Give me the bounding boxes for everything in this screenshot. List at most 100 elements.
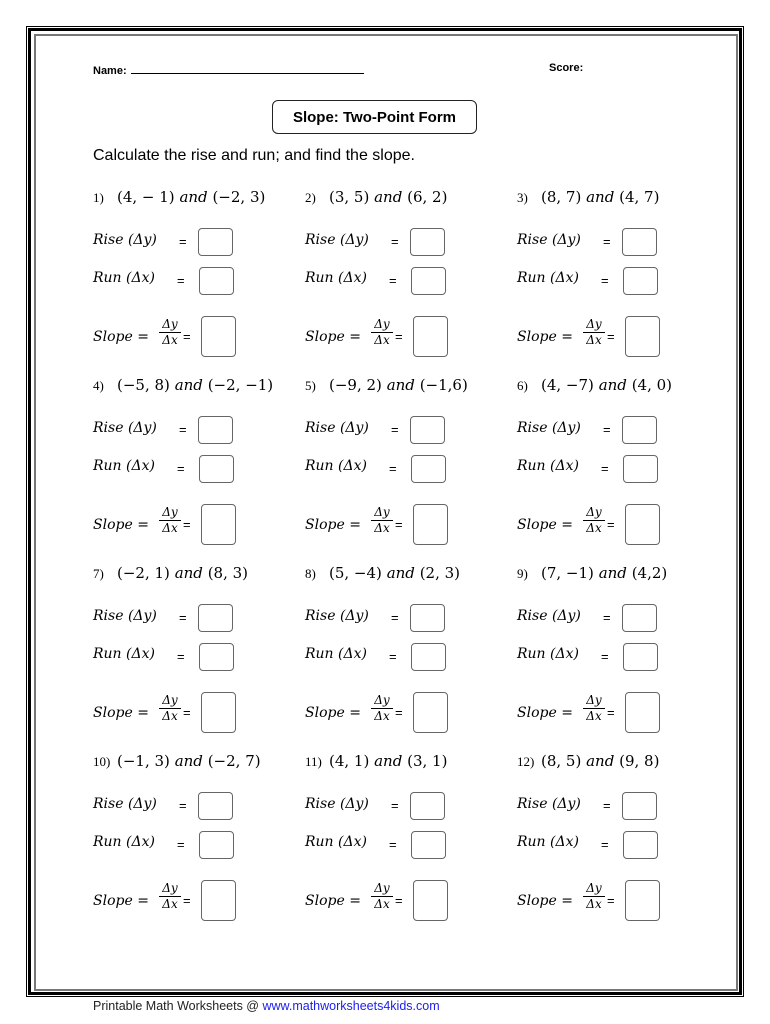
rise-label: Rise (Δy)	[305, 608, 369, 624]
slope-answer-box[interactable]	[413, 316, 448, 357]
fraction-denominator: Δx	[586, 521, 602, 535]
name-line[interactable]	[130, 62, 364, 74]
rise-answer-box[interactable]	[198, 604, 233, 632]
slope-answer-box[interactable]	[201, 316, 236, 357]
slope-equals: =	[395, 329, 403, 344]
run-label: Run (Δx)	[305, 646, 367, 662]
rise-answer-box[interactable]	[198, 792, 233, 820]
slope-fraction: Δy Δx	[371, 317, 393, 347]
rise-equals: =	[391, 422, 399, 437]
run-label: Run (Δx)	[305, 458, 367, 474]
run-answer-box[interactable]	[623, 455, 658, 483]
slope-answer-box[interactable]	[201, 692, 236, 733]
rise-label: Rise (Δy)	[517, 608, 581, 624]
rise-label: Rise (Δy)	[305, 232, 369, 248]
and-word: and	[386, 564, 415, 582]
rise-answer-box[interactable]	[622, 228, 657, 256]
name-field[interactable]: Name:	[93, 62, 364, 77]
run-label: Run (Δx)	[93, 270, 155, 286]
slope-fraction: Δy Δx	[371, 881, 393, 911]
point-2: (9, 8)	[619, 752, 660, 770]
run-answer-box[interactable]	[411, 267, 446, 295]
run-answer-box[interactable]	[411, 831, 446, 859]
slope-answer-box[interactable]	[625, 692, 660, 733]
and-word: and	[586, 752, 615, 770]
fraction-denominator: Δx	[374, 333, 390, 347]
page-border-inner	[34, 34, 738, 991]
fraction-numerator: Δy	[583, 693, 605, 709]
rise-answer-box[interactable]	[410, 604, 445, 632]
run-answer-box[interactable]	[411, 643, 446, 671]
rise-label: Rise (Δy)	[305, 796, 369, 812]
point-2: (3, 1)	[407, 752, 448, 770]
problem-number: 7)	[93, 566, 104, 581]
run-equals: =	[177, 649, 185, 664]
footer-link[interactable]: www.mathworksheets4kids.com	[262, 999, 440, 1013]
rise-equals: =	[391, 798, 399, 813]
run-answer-box[interactable]	[411, 455, 446, 483]
rise-equals: =	[391, 234, 399, 249]
instructions: Calculate the rise and run; and find the…	[93, 147, 415, 164]
run-answer-box[interactable]	[199, 831, 234, 859]
problem-points: (−5, 8) and (−2, −1)	[117, 376, 273, 394]
slope-equals: =	[607, 329, 615, 344]
point-2: (−1,6)	[419, 376, 468, 394]
run-answer-box[interactable]	[199, 643, 234, 671]
point-1: (−5, 8)	[117, 376, 170, 394]
run-answer-box[interactable]	[623, 643, 658, 671]
problem-3: 3) (8, 7) and (4, 7) Rise (Δy) = Run (Δx…	[517, 184, 729, 372]
and-word: and	[598, 376, 627, 394]
problem-4: 4) (−5, 8) and (−2, −1) Rise (Δy) = Run …	[93, 372, 305, 560]
slope-answer-box[interactable]	[625, 880, 660, 921]
slope-answer-box[interactable]	[413, 504, 448, 545]
run-answer-box[interactable]	[199, 267, 234, 295]
page-border	[28, 28, 742, 995]
run-answer-box[interactable]	[623, 267, 658, 295]
problem-8: 8) (5, −4) and (2, 3) Rise (Δy) = Run (Δ…	[305, 560, 517, 748]
problem-number: 6)	[517, 378, 528, 393]
slope-answer-box[interactable]	[625, 316, 660, 357]
problem-1: 1) (4, − 1) and (−2, 3) Rise (Δy) = Run …	[93, 184, 305, 372]
fraction-numerator: Δy	[583, 505, 605, 521]
fraction-denominator: Δx	[374, 897, 390, 911]
problem-number: 2)	[305, 190, 316, 205]
slope-label: Slope =	[305, 329, 361, 345]
rise-answer-box[interactable]	[622, 792, 657, 820]
problem-10: 10) (−1, 3) and (−2, 7) Rise (Δy) = Run …	[93, 748, 305, 936]
slope-answer-box[interactable]	[201, 880, 236, 921]
slope-answer-box[interactable]	[625, 504, 660, 545]
point-2: (−2, 7)	[207, 752, 261, 770]
problem-points: (3, 5) and (6, 2)	[329, 188, 447, 206]
and-word: and	[174, 564, 203, 582]
footer: Printable Math Worksheets @ www.mathwork…	[93, 999, 440, 1013]
and-word: and	[586, 188, 615, 206]
run-equals: =	[177, 837, 185, 852]
rise-answer-box[interactable]	[198, 228, 233, 256]
point-1: (−1, 3)	[117, 752, 170, 770]
problem-6: 6) (4, −7) and (4, 0) Rise (Δy) = Run (Δ…	[517, 372, 729, 560]
slope-equals: =	[607, 517, 615, 532]
slope-answer-box[interactable]	[413, 692, 448, 733]
slope-answer-box[interactable]	[201, 504, 236, 545]
rise-answer-box[interactable]	[410, 416, 445, 444]
run-label: Run (Δx)	[517, 458, 579, 474]
rise-answer-box[interactable]	[622, 416, 657, 444]
rise-answer-box[interactable]	[410, 792, 445, 820]
problem-grid: 1) (4, − 1) and (−2, 3) Rise (Δy) = Run …	[93, 184, 729, 936]
slope-answer-box[interactable]	[413, 880, 448, 921]
slope-equals: =	[395, 705, 403, 720]
run-label: Run (Δx)	[517, 270, 579, 286]
slope-equals: =	[395, 517, 403, 532]
rise-equals: =	[179, 798, 187, 813]
run-equals: =	[601, 273, 609, 288]
rise-equals: =	[603, 798, 611, 813]
run-answer-box[interactable]	[623, 831, 658, 859]
fraction-numerator: Δy	[371, 317, 393, 333]
slope-label: Slope =	[305, 517, 361, 533]
point-1: (4, −7)	[541, 376, 594, 394]
name-label: Name:	[93, 65, 127, 77]
run-answer-box[interactable]	[199, 455, 234, 483]
rise-answer-box[interactable]	[198, 416, 233, 444]
rise-answer-box[interactable]	[410, 228, 445, 256]
rise-answer-box[interactable]	[622, 604, 657, 632]
